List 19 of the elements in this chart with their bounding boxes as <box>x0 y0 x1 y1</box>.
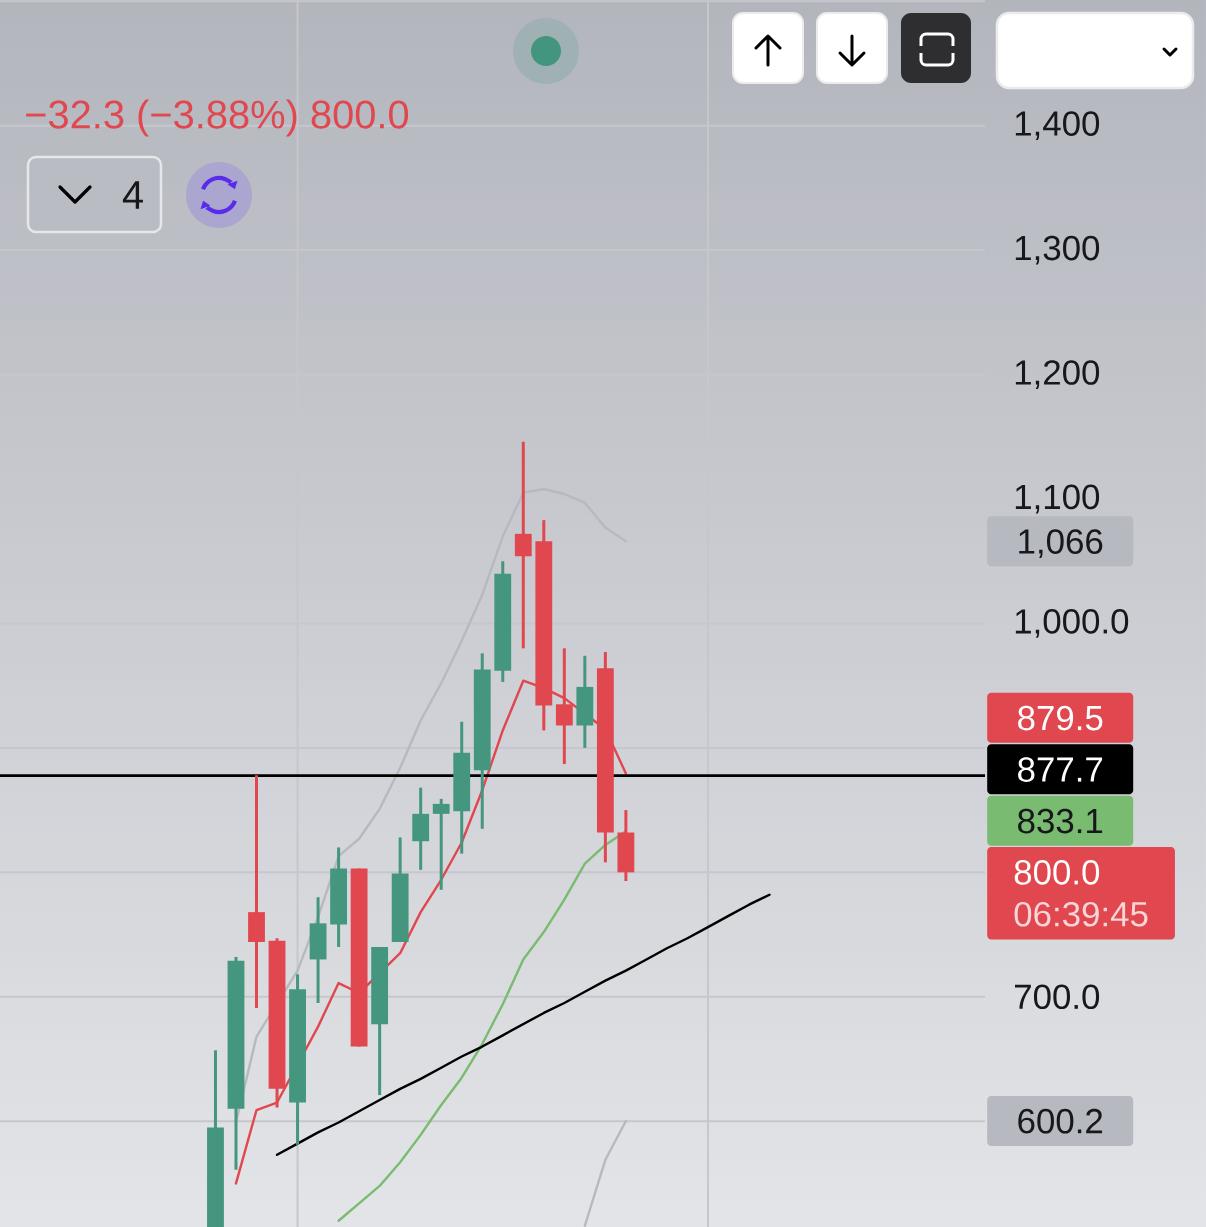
text: 06:39:45 <box>1014 901 1148 927</box>
annotation: 4 <box>122 181 143 209</box>
y-tick-label: 700.0 <box>1014 984 1100 1010</box>
text: 800.0 <box>1014 860 1100 885</box>
text: 1,066 <box>1019 529 1103 559</box>
y-tick-label: 1,000.0 <box>1015 609 1129 638</box>
y-tick-label: 1,100 <box>1015 484 1100 514</box>
ref-line-label: 877.7 <box>1018 757 1103 782</box>
candlestick <box>514 441 532 649</box>
candlestick <box>432 797 450 890</box>
text: 600.2 <box>1018 1108 1103 1134</box>
y-tick-label: 1,300 <box>1015 235 1100 265</box>
text: 833.1 <box>1018 808 1103 834</box>
text: −32.3 (−3.88%) 800.0 <box>26 99 409 137</box>
y-tick-label: 1,200 <box>1015 360 1100 389</box>
line-series <box>234 487 628 1124</box>
y-tick-label: 1,400 <box>1015 111 1100 141</box>
text: 879.5 <box>1018 705 1103 731</box>
candlestick <box>248 775 265 1008</box>
